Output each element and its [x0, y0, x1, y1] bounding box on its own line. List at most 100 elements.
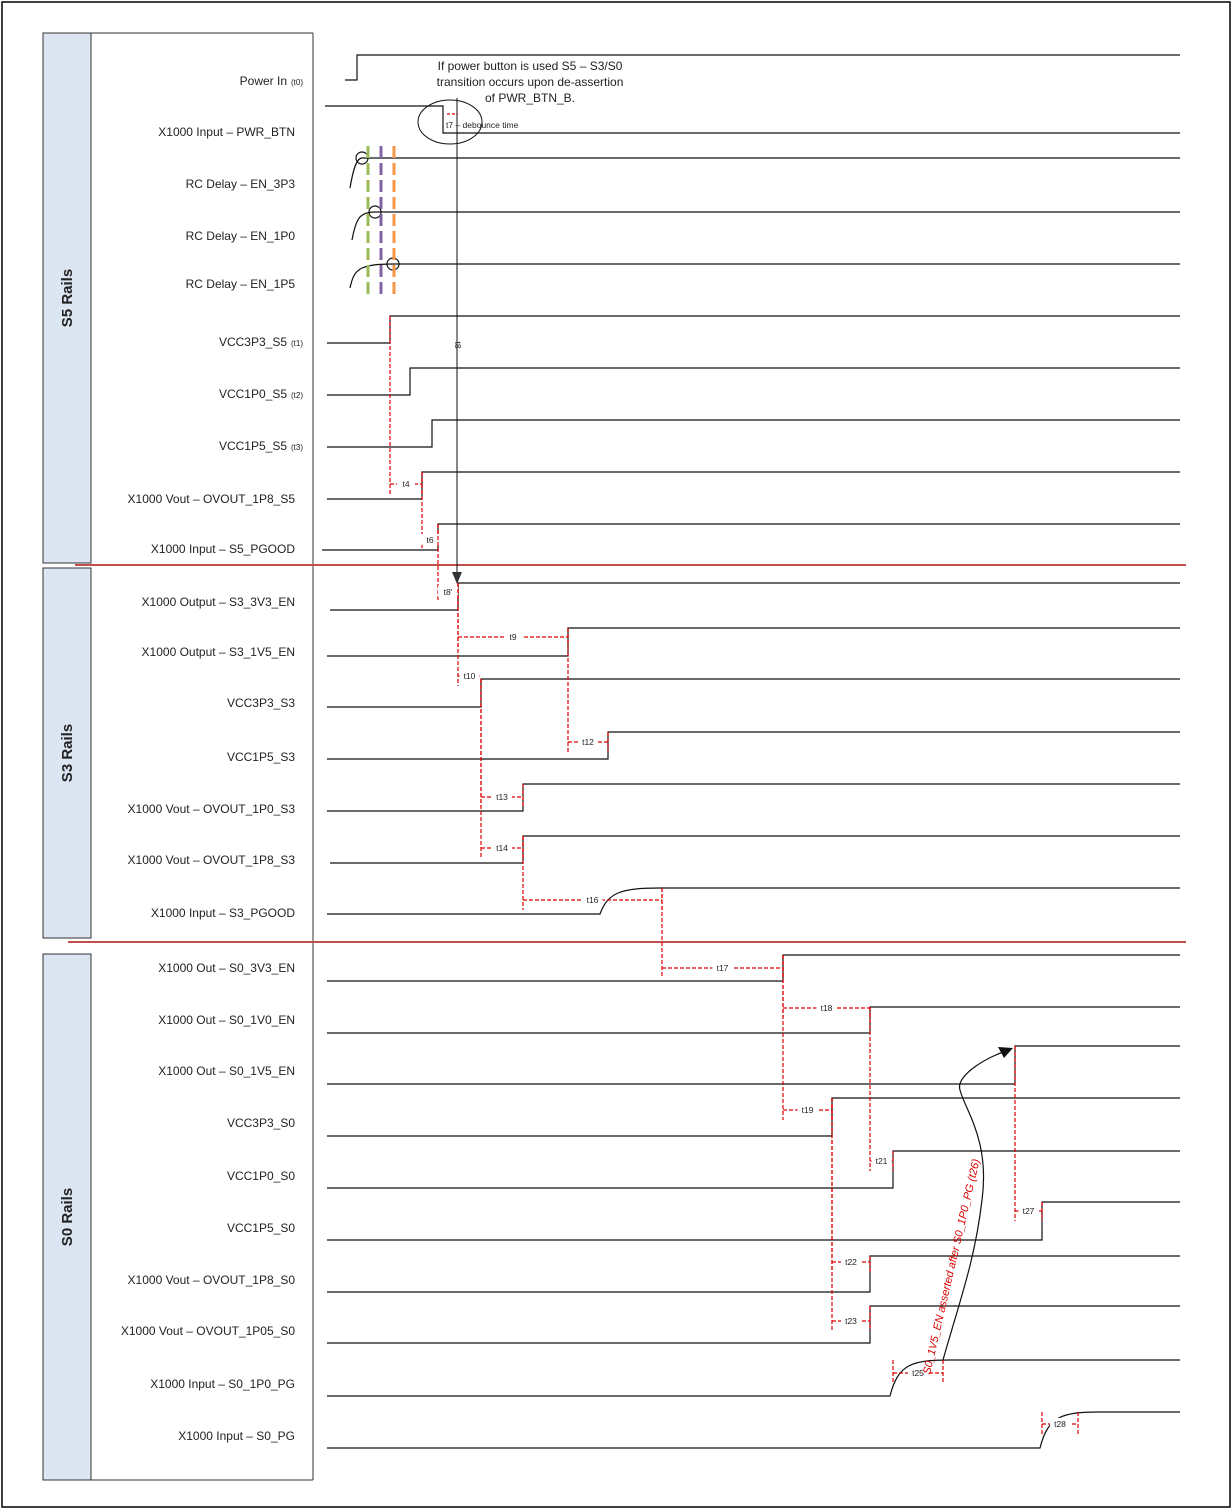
signal-label-13: VCC3P3_S3	[227, 696, 295, 710]
waveform-8	[327, 419, 1180, 448]
signal-label-27: X1000 Input – S0_PG	[178, 1429, 295, 1443]
timing-label: t19	[802, 1105, 814, 1115]
s0-1v5-curve-arrow	[942, 1049, 1011, 1361]
signal-label-2: X1000 Input – PWR_BTN	[158, 125, 295, 139]
signal-label-text: X1000 Out – S0_1V0_EN	[158, 1013, 295, 1027]
signal-label-text: X1000 Input – S0_PG	[178, 1429, 295, 1443]
signal-label-text: RC Delay – EN_1P5	[186, 277, 296, 291]
signal-label-text: X1000 Output – S3_1V5_EN	[142, 645, 295, 659]
rail-label-s3: S3 Rails	[59, 724, 76, 782]
timing-label-bg	[841, 1256, 861, 1267]
waveform-27	[327, 1411, 1180, 1449]
signal-label-text: VCC3P3_S3	[227, 696, 295, 710]
timing-marker-t4: t4	[389, 316, 423, 494]
timing-marker-t17: t17	[661, 888, 784, 978]
timing-marker-t14: t14	[480, 679, 524, 858]
rail-box-s3	[42, 567, 92, 939]
timing-label-bg	[459, 670, 480, 681]
waveform-21	[327, 1097, 1180, 1137]
timing-label: t23	[845, 1316, 857, 1326]
waveform-19	[327, 1006, 1180, 1034]
timing-label-bg	[578, 736, 598, 747]
signal-label-text: X1000 Vout – OVOUT_1P8_S0	[128, 1273, 296, 1287]
timing-label: t6	[426, 535, 433, 545]
timing-label-bg	[712, 962, 733, 973]
signal-label-text: X1000 Input – S5_PGOOD	[151, 542, 295, 556]
timing-marker-t25: t25	[892, 1360, 944, 1383]
signal-label-23: VCC1P5_S0	[227, 1221, 295, 1235]
signal-label-subscript: (t1)	[291, 339, 303, 348]
timing-label: t14	[496, 843, 508, 853]
waveform-22	[327, 1150, 1180, 1189]
timing-label-bg	[421, 534, 439, 545]
signal-label-6: VCC3P3_S5 (t1)	[219, 335, 303, 349]
timing-marker-t19: t19	[782, 955, 833, 1120]
signal-label-text: X1000 Input – S3_PGOOD	[151, 906, 295, 920]
signal-label-text: X1000 Vout – OVOUT_1P0_S3	[128, 802, 296, 816]
signal-label-22: VCC1P0_S0	[227, 1169, 295, 1183]
waveform-20	[327, 1045, 1180, 1085]
signal-label-text: VCC1P5_S5	[219, 439, 287, 453]
signal-label-text: X1000 Out – S0_1V5_EN	[158, 1064, 295, 1078]
signal-label-16: X1000 Vout – OVOUT_1P8_S3	[128, 853, 296, 867]
signal-labels: Power In (t0) X1000 Input – PWR_BTN RC Dela…	[121, 74, 303, 1443]
signal-label-8: VCC1P5_S5 (t3)	[219, 439, 303, 453]
timing-label-bg	[841, 1315, 861, 1326]
timing-label-bg	[1018, 1205, 1039, 1216]
timing-label-bg	[816, 1002, 837, 1013]
timing-marker-t27: t27	[1014, 1046, 1043, 1221]
timing-label-bg	[582, 894, 603, 905]
signal-label-14: VCC1P5_S3	[227, 750, 295, 764]
timing-label: t4	[402, 479, 409, 489]
signal-label-text: X1000 Out – S0_3V3_EN	[158, 961, 295, 975]
timing-marker-t23: t23	[831, 1098, 871, 1331]
timing-label: t8'	[444, 587, 453, 597]
waveform-24	[327, 1255, 1180, 1293]
signal-label-text: VCC1P0_S5	[219, 387, 287, 401]
s0-1v5-en-note: S0_1V5_EN asserted after S0_1P0_PG (t26)	[921, 1158, 982, 1376]
timing-label: t17	[717, 963, 729, 973]
signal-label-subscript: (t3)	[291, 443, 303, 452]
timing-marker-t22: t22	[831, 1098, 871, 1272]
rail-box-s5	[42, 32, 92, 564]
timing-marker-t6: t6	[421, 472, 439, 550]
waveform-1	[345, 54, 1180, 81]
signal-label-17: X1000 Input – S3_PGOOD	[151, 906, 295, 920]
timing-marker-t21: t21	[869, 1007, 894, 1171]
signal-label-3: RC Delay – EN_3P3	[186, 177, 296, 191]
signal-label-4: RC Delay – EN_1P0	[186, 229, 296, 243]
debounce-circle	[417, 99, 483, 145]
signal-label-text: X1000 Input – S0_1P0_PG	[150, 1377, 295, 1391]
signal-label-text: X1000 Vout – OVOUT_1P05_S0	[121, 1324, 295, 1338]
signal-label-text: X1000 Vout – OVOUT_1P8_S5	[128, 492, 296, 506]
signal-label-24: X1000 Vout – OVOUT_1P8_S0	[128, 1273, 296, 1287]
timing-marker-t13: t13	[480, 679, 524, 807]
timing-label-bg	[492, 842, 512, 853]
waveform-26	[327, 1359, 1180, 1397]
s0-1v5-arrow-head	[998, 1047, 1013, 1058]
signal-label-subscript: (t0)	[291, 78, 303, 87]
waveform-6	[327, 315, 1180, 344]
power-button-note-line3: of PWR_BTN_B.	[485, 91, 575, 105]
signal-label-10: X1000 Input – S5_PGOOD	[151, 542, 295, 556]
waveform-25	[327, 1305, 1180, 1344]
power-button-note-line1: If power button is used S5 – S3/S0	[438, 59, 623, 73]
timing-label: t21	[876, 1156, 888, 1166]
waveform-13	[327, 678, 1180, 708]
signal-label-19: X1000 Out – S0_1V0_EN	[158, 1013, 295, 1027]
waveform-12	[327, 627, 1180, 657]
timing-label: t28	[1054, 1419, 1066, 1429]
signal-label-subscript: (t2)	[291, 391, 303, 400]
waveform-15	[327, 783, 1180, 812]
rail-sections: S5 Rails S3 Rails S0 Rails	[42, 32, 313, 1481]
timing-marker-t12: t12	[567, 628, 609, 752]
signal-label-26: X1000 Input – S0_1P0_PG	[150, 1377, 295, 1391]
timing-marker-t9: t9	[457, 583, 569, 647]
waveform-16	[330, 835, 1180, 864]
rc-threshold-circle-2	[368, 205, 382, 219]
timing-label: t13	[496, 792, 508, 802]
signal-label-text: VCC1P5_S3	[227, 750, 295, 764]
timing-label-bg	[797, 1104, 818, 1115]
